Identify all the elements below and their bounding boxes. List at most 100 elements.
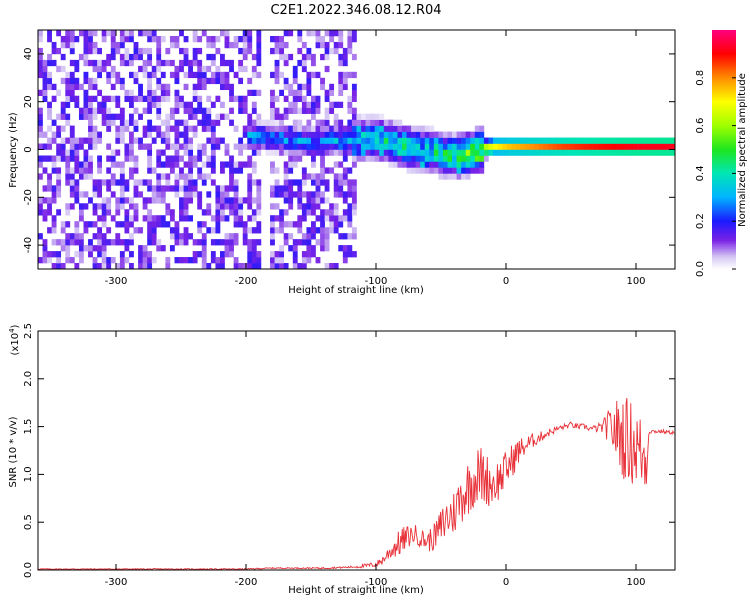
spectrogram-cell (429, 125, 435, 132)
spectrogram-cell (206, 209, 212, 216)
spectrogram-cell (215, 257, 221, 264)
spectrogram-cell (133, 215, 139, 222)
spectrogram-cell (620, 137, 626, 144)
spectrogram-cell (351, 251, 357, 258)
spectrogram-y-label: Frequency (Hz) (8, 112, 19, 188)
spectrogram-cell (606, 143, 612, 150)
spectrogram-cell (83, 227, 89, 234)
spectrogram-cell (92, 137, 98, 144)
spectrogram-cell (183, 71, 189, 79)
spectrogram-cell (106, 167, 112, 174)
spectrogram-cell (292, 125, 298, 132)
spectrogram-cell (247, 245, 253, 252)
spectrogram-cell (279, 119, 284, 126)
spectrogram-cell (379, 125, 385, 132)
spectrogram-cell (233, 215, 239, 222)
spectrogram-cell (88, 197, 93, 204)
snr-scale-label: (x104) (8, 324, 21, 355)
spectrogram-cell (174, 257, 180, 264)
spectrogram-cell (347, 203, 353, 210)
spectrogram-cell (74, 263, 80, 270)
spectrogram-cell (38, 173, 43, 180)
spectrogram-cell (201, 83, 207, 91)
spectrogram-cell (233, 221, 239, 228)
spectrogram-cell (51, 47, 57, 55)
spectrogram-cell (292, 245, 298, 252)
spectrogram-cell (338, 71, 344, 79)
spectrogram-cell (179, 143, 184, 150)
spectrogram-cell (224, 83, 230, 91)
spectrogram-cell (133, 179, 139, 186)
spectrogram-cell (233, 191, 239, 198)
spectrogram-cell (38, 71, 43, 79)
spectrogram-cell (247, 131, 253, 138)
spectrogram-cell (356, 125, 362, 132)
spectrogram-cell (97, 101, 102, 108)
spectrogram-cell (433, 161, 439, 168)
spectrogram-cell (220, 167, 225, 174)
spectrogram-cell (279, 131, 284, 138)
spectrogram-cell (83, 35, 89, 43)
spectrogram-cell (333, 173, 339, 180)
spectrogram-cell (447, 149, 453, 156)
spectrogram-cell (165, 113, 171, 120)
spectrogram-cell (438, 161, 444, 168)
spectrogram-x-tick-label: 0 (503, 276, 509, 287)
spectrogram-cell (56, 191, 62, 198)
spectrogram-cell (256, 197, 262, 204)
spectrogram-cell (333, 131, 339, 138)
spectrogram-cell (124, 149, 130, 156)
spectrogram-cell (361, 113, 366, 120)
spectrogram-cell (65, 179, 71, 186)
spectrogram-cell (356, 155, 362, 162)
spectrogram-cell (60, 149, 66, 156)
spectrogram-cell (60, 41, 66, 49)
spectrogram-cell (338, 233, 344, 240)
spectrogram-cell (511, 143, 517, 150)
spectrogram-cell (138, 83, 143, 91)
spectrogram-cell (56, 209, 62, 216)
spectrogram-cell (533, 149, 539, 156)
spectrogram-cell (179, 101, 184, 108)
spectrogram-cell (220, 83, 225, 91)
spectrogram-cell (670, 143, 676, 150)
spectrogram-cell (311, 161, 316, 168)
spectrogram-cell (274, 119, 280, 126)
spectrogram-cell (92, 83, 98, 91)
spectrogram-cell (415, 167, 421, 174)
spectrogram-cell (60, 77, 66, 85)
spectrogram-cell (324, 137, 330, 144)
spectrogram-cell (515, 143, 521, 150)
spectrogram-cell (220, 59, 225, 67)
spectrogram-cell (238, 197, 244, 204)
spectrogram-cell (142, 263, 148, 270)
spectrogram-cell (292, 149, 298, 156)
spectrogram-cell (229, 119, 234, 126)
spectrogram-cell (615, 143, 621, 150)
spectrogram-cell (324, 65, 330, 73)
spectrogram-cell (388, 119, 394, 126)
spectrogram-cell (351, 30, 357, 37)
spectrogram-cell (320, 53, 325, 61)
spectrogram-cell (65, 77, 71, 85)
spectrogram-cell (147, 239, 153, 246)
spectrogram-cell (151, 95, 157, 102)
spectrogram-cell (188, 173, 193, 180)
spectrogram-cell (570, 149, 576, 156)
spectrogram-cell (301, 263, 307, 270)
spectrogram-cell (174, 149, 180, 156)
spectrogram-cell (129, 221, 134, 228)
spectrogram-cell (279, 263, 284, 270)
spectrogram-cell (179, 203, 184, 210)
spectrogram-cell (119, 35, 125, 43)
spectrogram-cell (188, 113, 193, 120)
spectrogram-cell (51, 197, 57, 204)
spectrogram-cell (320, 221, 325, 228)
spectrogram-cell (174, 179, 180, 186)
spectrogram-cell (88, 131, 93, 138)
spectrogram-cell (447, 131, 453, 138)
spectrogram-cell (233, 143, 239, 150)
spectrogram-cell (306, 77, 312, 85)
spectrogram-cell (665, 149, 671, 156)
